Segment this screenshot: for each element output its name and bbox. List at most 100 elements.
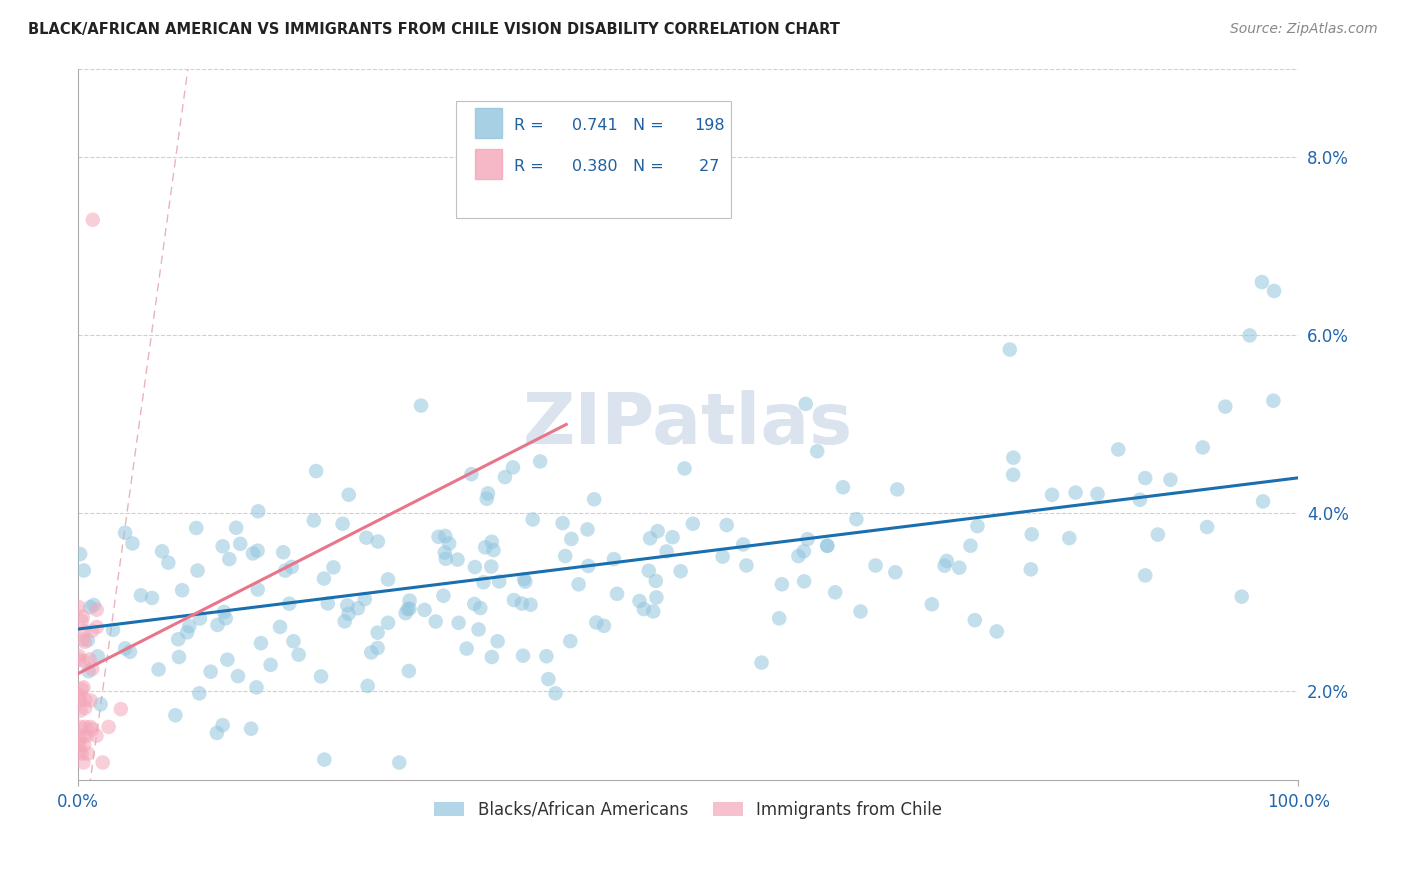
Point: [214, 611, 236, 625]
Point: [176, 625, 198, 640]
Point: [67, 738, 90, 752]
Point: [205, 726, 228, 740]
Point: [735, 558, 758, 573]
Point: [1135, 471, 1157, 485]
Point: [460, 467, 482, 482]
Point: [73, 635, 96, 649]
Point: [682, 516, 704, 531]
Point: [229, 537, 252, 551]
Point: [67, 688, 90, 702]
Point: [1107, 442, 1129, 457]
Point: [1135, 568, 1157, 582]
Point: [477, 486, 499, 500]
Point: [606, 587, 628, 601]
Point: [165, 708, 187, 723]
Point: [245, 681, 267, 695]
Point: [1263, 393, 1285, 408]
Point: [1002, 450, 1025, 465]
Point: [1251, 494, 1274, 508]
Point: [959, 539, 981, 553]
Point: [711, 549, 734, 564]
Point: [225, 521, 247, 535]
Point: [934, 558, 956, 573]
Point: [1129, 492, 1152, 507]
Point: [398, 601, 420, 615]
Point: [486, 634, 509, 648]
Point: [70, 682, 93, 697]
Point: [921, 597, 943, 611]
Point: [576, 558, 599, 573]
Point: [645, 591, 668, 605]
Point: [644, 574, 666, 588]
Point: [1064, 485, 1087, 500]
Point: [70, 614, 93, 628]
Point: [110, 702, 132, 716]
Point: [336, 599, 359, 613]
Point: [551, 516, 574, 530]
Point: [246, 543, 269, 558]
Point: [75, 720, 97, 734]
Point: [69, 693, 91, 707]
Point: [79, 600, 101, 615]
Point: [502, 593, 524, 607]
Point: [129, 588, 152, 602]
Point: [72, 681, 94, 695]
Point: [97, 720, 120, 734]
Point: [211, 539, 233, 553]
Point: [211, 718, 233, 732]
Point: [141, 591, 163, 605]
Point: [427, 530, 450, 544]
Point: [554, 549, 576, 563]
Point: [434, 551, 457, 566]
Point: [114, 641, 136, 656]
Point: [1019, 562, 1042, 576]
Point: [377, 615, 399, 630]
Point: [150, 544, 173, 558]
Point: [515, 574, 537, 589]
Point: [437, 536, 460, 550]
Point: [80, 624, 103, 638]
Point: [271, 545, 294, 559]
Point: [865, 558, 887, 573]
Point: [86, 620, 108, 634]
Point: [998, 343, 1021, 357]
Point: [287, 648, 309, 662]
Point: [585, 615, 607, 630]
Point: [849, 605, 872, 619]
Point: [186, 521, 208, 535]
Point: [118, 645, 141, 659]
Point: [79, 693, 101, 707]
Point: [367, 534, 389, 549]
Point: [309, 669, 332, 683]
Point: [1213, 400, 1236, 414]
Text: 0.741: 0.741: [572, 119, 619, 133]
Point: [114, 525, 136, 540]
Point: [433, 546, 456, 560]
Point: [463, 597, 485, 611]
Point: [398, 593, 420, 607]
Point: [148, 662, 170, 676]
Point: [537, 672, 560, 686]
Point: [70, 747, 93, 761]
Point: [356, 531, 378, 545]
Point: [447, 615, 470, 630]
Point: [72, 756, 94, 770]
Point: [69, 704, 91, 718]
Point: [67, 648, 90, 663]
Point: [217, 653, 239, 667]
Text: N =: N =: [633, 159, 664, 174]
Point: [845, 512, 868, 526]
Point: [815, 539, 838, 553]
Point: [425, 615, 447, 629]
Point: [388, 756, 411, 770]
Point: [472, 575, 495, 590]
Point: [316, 597, 339, 611]
Point: [536, 649, 558, 664]
Point: [793, 544, 815, 558]
Point: [67, 600, 90, 615]
Text: ZIPatlas: ZIPatlas: [523, 390, 853, 458]
Point: [815, 539, 838, 553]
Text: 198: 198: [695, 119, 725, 133]
Point: [1239, 328, 1261, 343]
Point: [86, 603, 108, 617]
